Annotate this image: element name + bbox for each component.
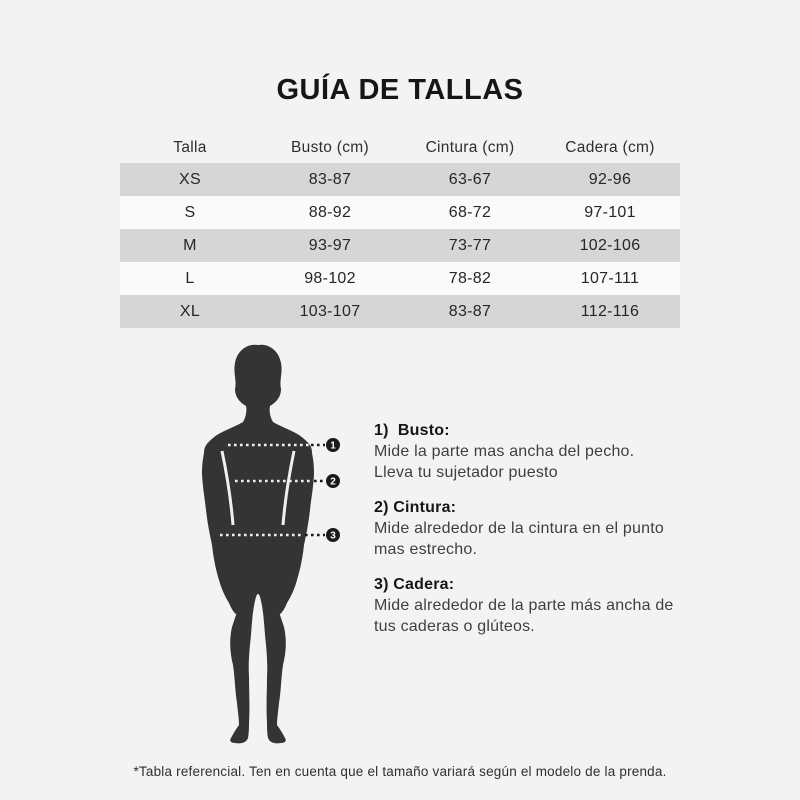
table-cell: 83-87 <box>448 302 492 320</box>
instruction-cintura: 2) Cintura: Mide alrededor de la cintura… <box>374 497 674 560</box>
size-table: Talla Busto (cm) Cintura (cm) Cadera (cm… <box>120 133 680 328</box>
table-cell: S <box>184 203 196 221</box>
instruction-line: Mide alrededor de la cintura en el punto <box>374 520 664 537</box>
table-cell: M <box>183 236 197 254</box>
table-row: S 88-92 68-72 97-101 <box>120 196 680 229</box>
female-body-silhouette: 1 2 3 <box>202 344 340 744</box>
table-row: XL 103-107 83-87 112-116 <box>120 295 680 328</box>
column-header-talla: Talla <box>173 139 207 156</box>
table-cell: XL <box>179 302 201 320</box>
table-cell: 68-72 <box>448 203 492 221</box>
marker-2-icon <box>326 474 340 488</box>
table-cell: 83-87 <box>308 170 352 188</box>
instruction-busto: 1) Busto: Mide la parte mas ancha del pe… <box>374 420 674 483</box>
instruction-heading: 2) Cintura: <box>374 499 457 516</box>
instruction-line: Lleva tu sujetador puesto <box>374 464 558 481</box>
marker-1-label: 1 <box>330 441 336 452</box>
measurement-diagram: 1 2 3 <box>190 335 480 750</box>
table-cell: 98-102 <box>304 269 356 287</box>
table-cell: L <box>185 269 195 287</box>
marker-3-label: 3 <box>330 531 336 542</box>
instruction-heading: 3) Cadera: <box>374 576 455 593</box>
silhouette-right-half <box>256 344 314 744</box>
table-cell: 103-107 <box>299 302 361 320</box>
instruction-cadera: 3) Cadera: Mide alrededor de la parte má… <box>374 574 674 637</box>
silhouette-left-half <box>202 344 260 744</box>
instruction-line: tus caderas o glúteos. <box>374 618 535 635</box>
instruction-heading: 1) Busto: <box>374 422 450 439</box>
table-header-row: Talla Busto (cm) Cintura (cm) Cadera (cm… <box>120 133 680 163</box>
table-row: M 93-97 73-77 102-106 <box>120 229 680 262</box>
table-row: L 98-102 78-82 107-111 <box>120 262 680 295</box>
page-title: GUÍA DE TALLAS <box>276 74 524 106</box>
column-header-busto: Busto (cm) <box>291 139 369 156</box>
table-cell: 93-97 <box>308 236 352 254</box>
reference-footnote: *Tabla referencial. Ten en cuenta que el… <box>133 764 667 779</box>
table-cell: XS <box>179 170 201 188</box>
column-header-cadera: Cadera (cm) <box>565 139 655 156</box>
table-cell: 97-101 <box>584 203 636 221</box>
arm-gap-left <box>220 450 235 526</box>
table-cell: 73-77 <box>448 236 492 254</box>
table-cell: 63-67 <box>448 170 492 188</box>
instruction-line: Mide alrededor de la parte más ancha de <box>374 597 674 614</box>
table-cell: 107-111 <box>580 269 640 287</box>
table-cell: 78-82 <box>448 269 492 287</box>
measurement-instructions: 1) Busto: Mide la parte mas ancha del pe… <box>374 420 674 651</box>
table-row: XS 83-87 63-67 92-96 <box>120 163 680 196</box>
marker-2-label: 2 <box>330 477 336 488</box>
table-cell: 102-106 <box>579 236 641 254</box>
arm-gap-right <box>281 450 296 526</box>
instruction-line: Mide la parte mas ancha del pecho. <box>374 443 635 460</box>
column-header-cintura: Cintura (cm) <box>425 139 515 156</box>
table-cell: 92-96 <box>588 170 632 188</box>
table-cell: 88-92 <box>308 203 352 221</box>
marker-3-icon <box>326 528 340 542</box>
instruction-line: mas estrecho. <box>374 541 478 558</box>
table-cell: 112-116 <box>580 302 640 320</box>
marker-1-icon <box>326 438 340 452</box>
